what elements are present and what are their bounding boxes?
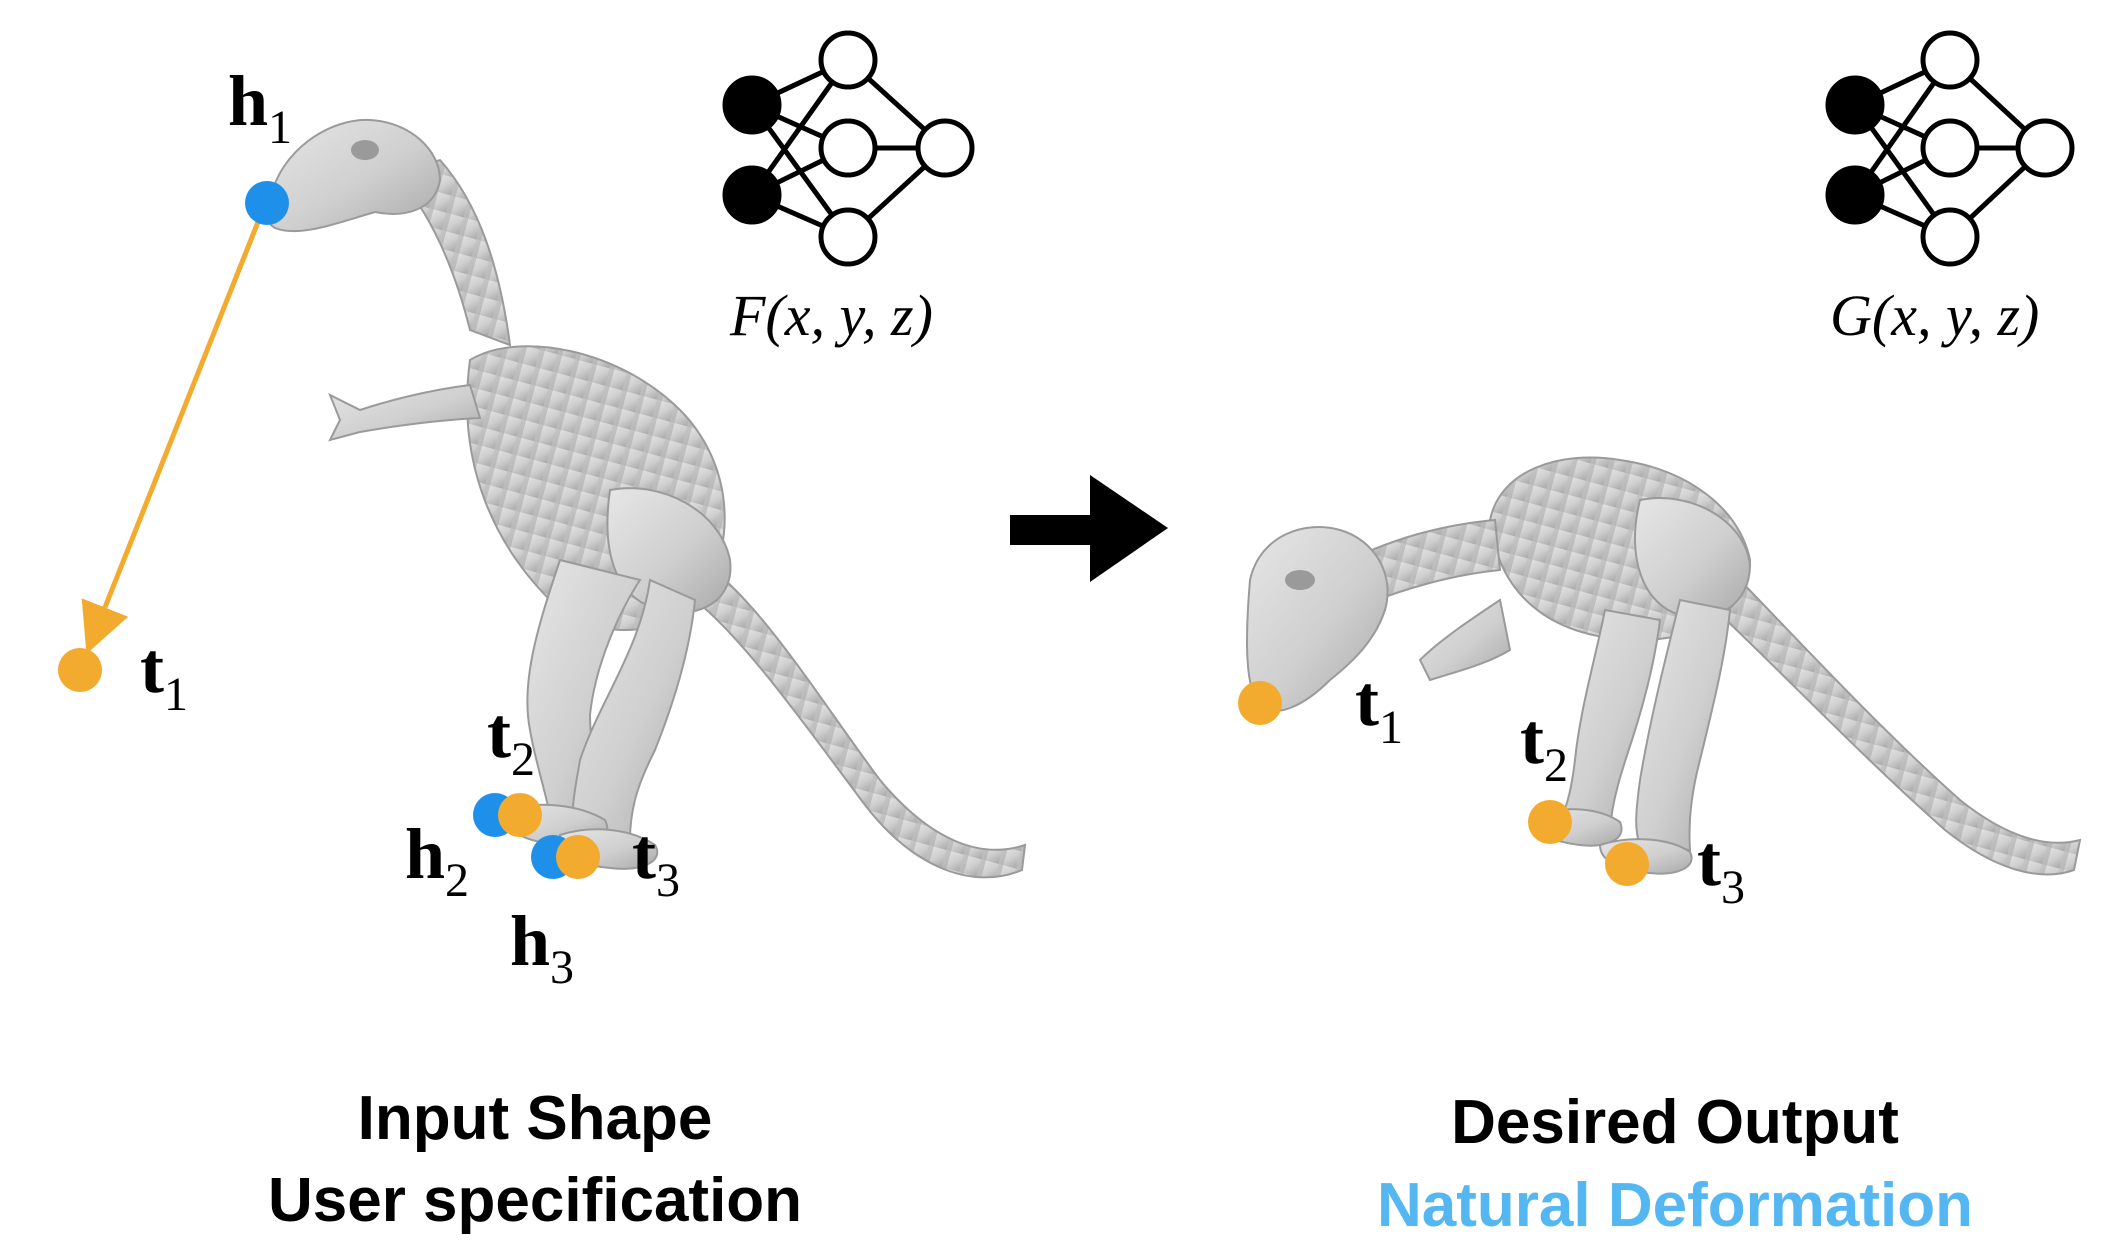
network-label-g: G(x, y, z) [1830,283,2039,348]
right-arrow-icon [1010,475,1168,582]
output-caption-title: Desired Output [1451,1088,1899,1157]
output-label-t3: t3 [1697,821,1745,914]
handle-point-h1 [245,181,289,225]
input-caption-title: Input Shape [357,1084,713,1153]
input-caption-subtitle: User specification [267,1166,803,1235]
neural-network-icon [722,30,975,267]
output-target-point-t1 [1238,681,1282,725]
target-point-t3 [556,835,600,879]
output-label-t2: t2 [1520,699,1568,792]
label-t2: t2 [487,693,535,786]
target-point-t2 [498,793,542,837]
output-caption-subtitle: Natural Deformation [1377,1171,1973,1240]
output-target-point-t3 [1605,842,1649,886]
label-t1: t1 [140,628,188,721]
label-h2: h2 [405,814,469,907]
output-label-t1: t1 [1355,661,1403,754]
output-target-point-t2 [1528,800,1572,844]
network-label-f: F(x, y, z) [729,283,933,348]
label-t3: t3 [632,814,680,907]
target-point-t1 [58,648,102,692]
label-h1: h1 [228,61,292,154]
neural-network-icon [1825,30,2075,267]
input-dinosaur-mesh [265,118,1027,879]
label-h3: h3 [510,901,574,994]
constraint-arrow [81,221,261,654]
